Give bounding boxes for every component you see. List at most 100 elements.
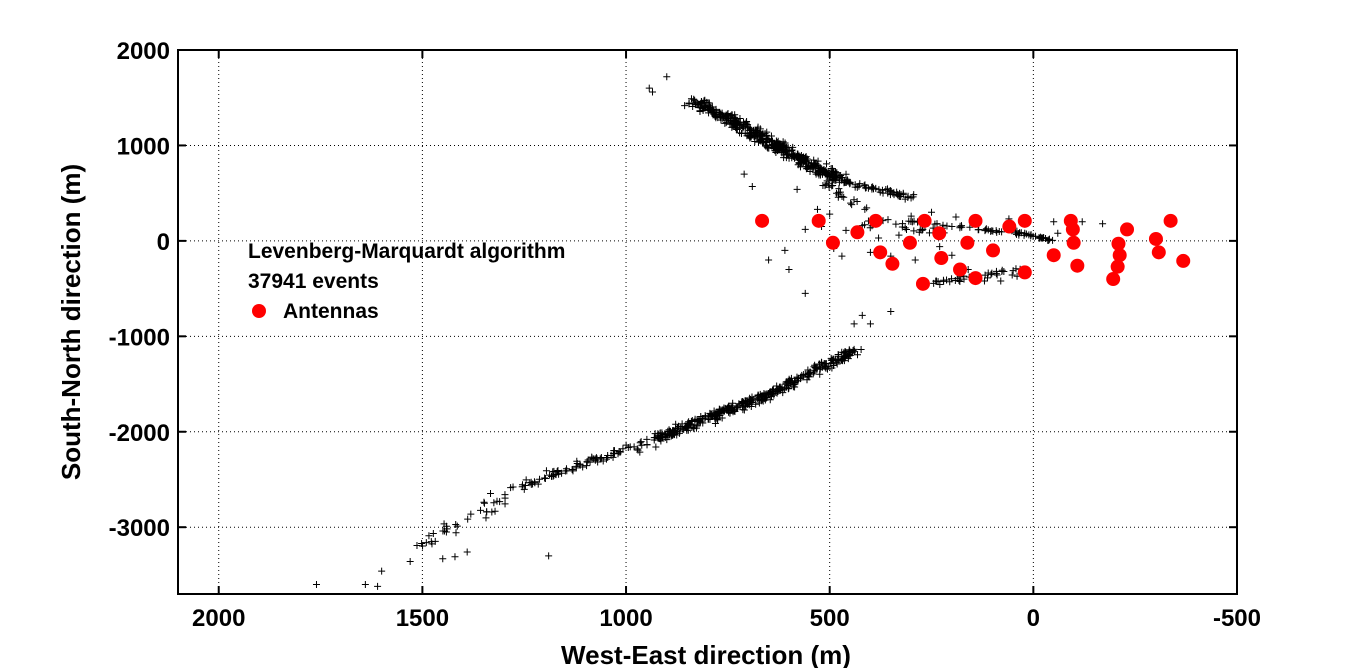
event-point xyxy=(735,401,743,409)
event-point xyxy=(866,320,874,328)
event-point xyxy=(684,422,692,430)
event-point xyxy=(895,231,903,239)
event-point xyxy=(751,138,759,146)
event-point xyxy=(463,548,471,556)
event-point xyxy=(782,378,790,386)
event-point xyxy=(826,210,834,218)
event-point xyxy=(593,455,601,463)
event-point xyxy=(707,412,715,420)
event-point xyxy=(452,529,460,537)
event-point xyxy=(847,199,855,207)
event-point xyxy=(930,279,938,287)
event-point xyxy=(563,467,571,475)
event-point xyxy=(649,88,657,96)
event-point xyxy=(878,186,886,194)
event-point xyxy=(948,275,956,283)
plot-area-frame xyxy=(177,49,1238,595)
event-point xyxy=(987,227,995,235)
event-point xyxy=(727,116,735,124)
event-point xyxy=(981,227,989,235)
y-axis-label: South-North direction (m) xyxy=(56,164,86,480)
antenna-point xyxy=(915,276,930,291)
y-tick-label: -1000 xyxy=(109,324,170,351)
event-point xyxy=(757,137,765,145)
event-point xyxy=(739,399,747,407)
event-point xyxy=(669,430,677,438)
event-point xyxy=(1008,271,1016,279)
event-point xyxy=(429,529,437,537)
event-point xyxy=(875,186,883,194)
event-point xyxy=(952,213,960,221)
event-point xyxy=(724,404,732,412)
event-point xyxy=(899,220,907,228)
event-point xyxy=(467,510,475,518)
event-point xyxy=(1045,235,1053,243)
event-point xyxy=(374,582,382,590)
event-point xyxy=(801,225,809,233)
event-point xyxy=(558,469,566,477)
event-point xyxy=(798,157,806,165)
event-point xyxy=(850,196,858,204)
event-point xyxy=(688,416,696,424)
event-point xyxy=(597,454,605,462)
event-point xyxy=(816,370,824,378)
event-point xyxy=(1050,218,1058,226)
event-point xyxy=(948,251,956,259)
event-point xyxy=(685,100,693,108)
event-point xyxy=(804,163,812,171)
event-point xyxy=(858,311,866,319)
event-point xyxy=(769,385,777,393)
event-point xyxy=(312,580,320,588)
event-point xyxy=(522,476,530,484)
event-point xyxy=(793,185,801,193)
event-point xyxy=(966,223,974,231)
antenna-point xyxy=(1070,258,1085,273)
event-point xyxy=(453,522,461,530)
event-point xyxy=(773,138,781,146)
event-point xyxy=(655,434,663,442)
event-point xyxy=(720,407,728,415)
event-point xyxy=(773,382,781,390)
event-point xyxy=(936,280,944,288)
event-point xyxy=(884,189,892,197)
event-point xyxy=(866,224,874,232)
event-point xyxy=(431,537,439,545)
event-point xyxy=(911,256,919,264)
antenna-point xyxy=(868,213,883,228)
event-point xyxy=(868,185,876,193)
event-point xyxy=(706,416,714,424)
event-point xyxy=(955,276,963,284)
event-point xyxy=(915,228,923,236)
event-point xyxy=(541,474,549,482)
antenna-point xyxy=(1017,265,1032,280)
event-point xyxy=(784,385,792,393)
antenna-point xyxy=(1111,236,1126,251)
event-point xyxy=(788,146,796,154)
event-point xyxy=(1015,229,1023,237)
x-tick-label: 500 xyxy=(810,605,850,632)
event-point xyxy=(811,361,819,369)
event-point xyxy=(663,73,671,81)
event-point xyxy=(464,515,472,523)
antenna-point xyxy=(968,271,983,286)
event-point xyxy=(840,193,848,201)
event-point xyxy=(673,424,681,432)
event-point xyxy=(855,182,863,190)
event-point xyxy=(802,370,810,378)
event-point xyxy=(992,267,1000,275)
event-point xyxy=(901,195,909,203)
event-point xyxy=(482,514,490,522)
event-point xyxy=(630,443,638,451)
event-point xyxy=(827,359,835,367)
event-point xyxy=(814,165,822,173)
event-point xyxy=(675,423,683,431)
event-point xyxy=(782,154,790,162)
event-point xyxy=(833,169,841,177)
event-point xyxy=(542,467,550,475)
event-point xyxy=(413,542,421,550)
event-point xyxy=(803,164,811,172)
y-tick-label: -3000 xyxy=(109,515,170,542)
event-point xyxy=(483,508,491,516)
event-point xyxy=(844,355,852,363)
